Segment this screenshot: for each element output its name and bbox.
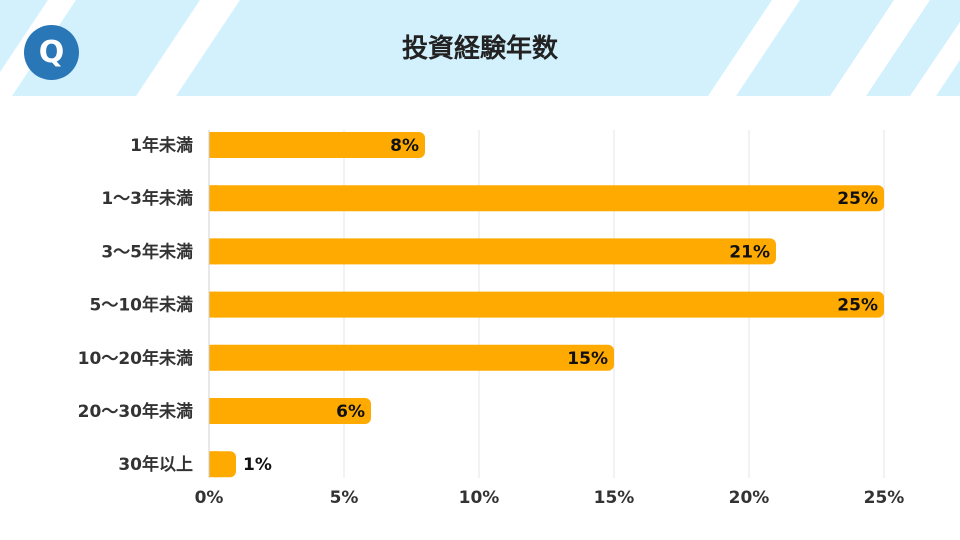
category-label: 3～5年未満 bbox=[101, 241, 193, 262]
category-label: 30年以上 bbox=[118, 454, 193, 475]
bar-base bbox=[209, 132, 217, 158]
category-label: 5～10年未満 bbox=[90, 295, 194, 316]
x-tick-label: 25% bbox=[864, 488, 905, 508]
x-tick-label: 10% bbox=[459, 488, 500, 508]
data-label: 8% bbox=[390, 136, 419, 156]
x-tick-label: 20% bbox=[729, 488, 770, 508]
q-logo-icon: Q bbox=[24, 25, 79, 80]
data-label: 15% bbox=[567, 349, 608, 369]
page-title: 投資経験年数 bbox=[401, 34, 558, 64]
bar-base bbox=[209, 238, 217, 265]
bar-base bbox=[209, 451, 217, 478]
data-label: 25% bbox=[837, 189, 878, 209]
category-label: 10～20年未満 bbox=[78, 348, 193, 369]
bar-base bbox=[209, 185, 217, 212]
bar-base bbox=[209, 291, 217, 318]
bar bbox=[209, 344, 614, 371]
category-label: 1年未満 bbox=[130, 135, 193, 156]
data-label: 6% bbox=[336, 402, 365, 422]
x-tick-label: 15% bbox=[594, 488, 635, 508]
bar bbox=[209, 185, 884, 212]
bar bbox=[209, 132, 425, 158]
header-banner: Q 投資経験年数 bbox=[0, 0, 960, 96]
header-stripes bbox=[0, 0, 960, 96]
bar-base bbox=[209, 398, 217, 424]
bar bbox=[209, 238, 776, 265]
x-tick-label: 0% bbox=[195, 488, 224, 508]
data-label: 21% bbox=[729, 242, 770, 262]
category-label: 1～3年未満 bbox=[101, 188, 193, 209]
bar-base bbox=[209, 344, 217, 371]
x-tick-label: 5% bbox=[330, 488, 359, 508]
bar bbox=[209, 398, 371, 424]
category-label: 20～30年未満 bbox=[78, 401, 193, 422]
data-label: 1% bbox=[243, 455, 272, 475]
data-label: 25% bbox=[837, 296, 878, 316]
bar bbox=[209, 291, 884, 318]
